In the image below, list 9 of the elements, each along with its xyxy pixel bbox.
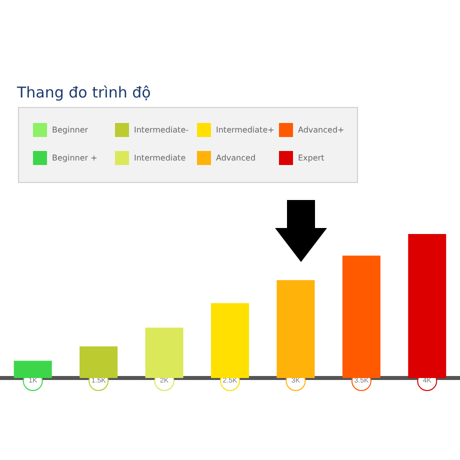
legend-label: Intermediate+ [216, 126, 274, 134]
legend-label: Advanced+ [298, 126, 344, 134]
legend-label: Expert [298, 154, 324, 162]
legend-label: Beginner [52, 126, 89, 134]
legend-label: Intermediate [134, 154, 186, 162]
legend-label: Intermediate- [134, 126, 189, 134]
chart-title: Thang đo trình độ [16, 84, 151, 102]
legend-label: Advanced [216, 154, 256, 162]
legend-label: Beginner + [52, 154, 98, 162]
